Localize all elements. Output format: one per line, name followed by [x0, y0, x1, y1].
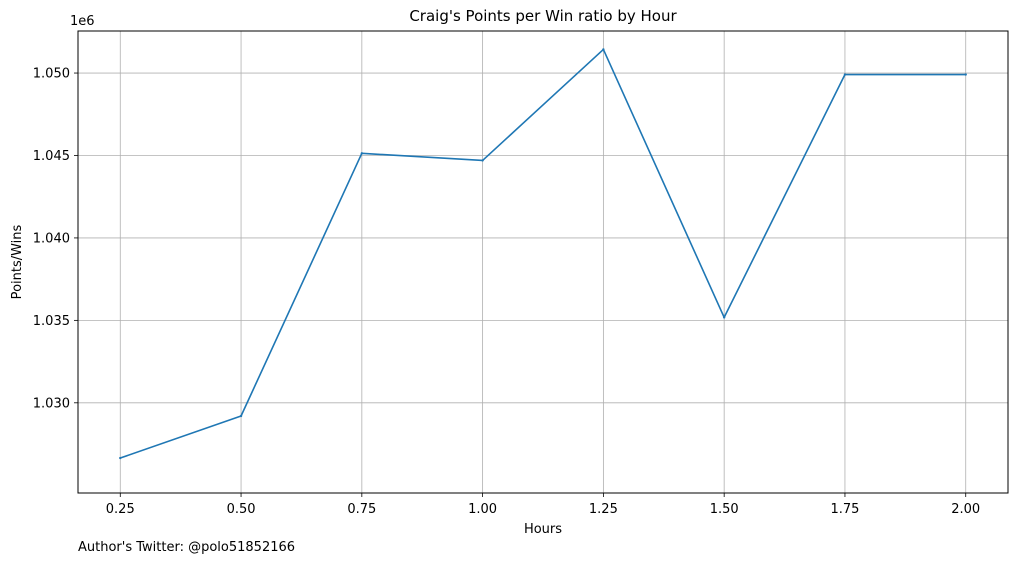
- y-tick-label: 1.030: [33, 396, 70, 411]
- data-point: [602, 48, 605, 51]
- x-tick-label: 2.00: [951, 502, 980, 517]
- x-tick-label: 1.75: [830, 502, 859, 517]
- x-tick-label: 0.75: [347, 502, 376, 517]
- chart-title: Craig's Points per Win ratio by Hour: [409, 7, 677, 25]
- x-axis-label: Hours: [524, 522, 562, 537]
- x-tick-label: 1.00: [468, 502, 497, 517]
- y-axis-label: Points/Wins: [10, 224, 25, 299]
- y-tick-label: 1.040: [33, 231, 70, 246]
- x-tick-label: 1.25: [589, 502, 618, 517]
- x-tick-label: 0.50: [227, 502, 256, 517]
- x-tick-label: 1.50: [710, 502, 739, 517]
- series-layer: [119, 48, 967, 460]
- ticks: 0.25 0.50 0.75 1.00 1.25 1.50 1.75 2.00 1.030 1.0…: [33, 67, 980, 517]
- y-tick-label: 1.035: [33, 314, 70, 329]
- y-tick-label: 1.045: [33, 149, 70, 164]
- data-point: [722, 316, 726, 319]
- y-tick-label: 1.050: [33, 67, 70, 82]
- author-credit: Author's Twitter: @polo51852166: [78, 540, 295, 555]
- plot-frame: [77, 30, 1009, 494]
- data-point: [360, 152, 364, 155]
- grid: [78, 31, 1008, 493]
- series-line-0: [120, 48, 966, 459]
- data-point: [843, 73, 847, 76]
- data-point: [239, 414, 243, 418]
- y-offset-label: 1e6: [70, 14, 95, 29]
- data-point: [119, 456, 122, 460]
- data-point: [481, 159, 484, 162]
- x-tick-label: 0.25: [106, 502, 135, 517]
- data-point: [964, 73, 967, 76]
